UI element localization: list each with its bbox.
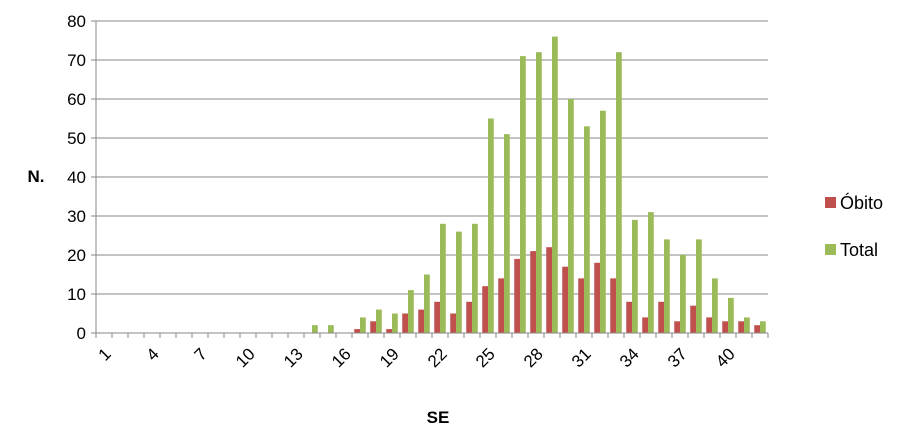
x-tick-label: 28 (520, 344, 547, 371)
bar-obito (514, 258, 520, 333)
x-tick-label: 1 (95, 344, 115, 364)
x-tick-label: 10 (232, 344, 259, 371)
y-tick-label: 40 (67, 168, 86, 187)
bar-total (680, 255, 686, 333)
bar-total (504, 134, 510, 333)
y-tick-label: 20 (67, 246, 86, 265)
bar-obito (626, 301, 632, 333)
bar-total (744, 317, 750, 333)
bar-total (376, 309, 382, 333)
y-tick-label: 70 (67, 51, 86, 70)
y-tick-label: 0 (77, 324, 86, 343)
bar-total (760, 321, 766, 333)
gridlines (91, 20, 768, 334)
y-axis-title: N. (28, 167, 45, 186)
bar-obito (738, 321, 744, 333)
bar-total (360, 317, 366, 333)
bar-total (632, 219, 638, 333)
bar-obito (642, 317, 648, 333)
x-tick-label: 22 (424, 344, 451, 371)
bar-obito (386, 329, 392, 333)
bar-total (616, 52, 622, 333)
x-tick-label: 16 (328, 344, 355, 371)
legend: Óbito Total (825, 192, 883, 260)
bar-total (456, 231, 462, 333)
bar-total (648, 212, 654, 333)
bar-obito (450, 313, 456, 333)
bar-total (328, 325, 334, 333)
x-tick-label: 13 (280, 344, 307, 371)
legend-label-obito: Óbito (840, 192, 883, 213)
bar-total (600, 110, 606, 333)
bar-obito (370, 321, 376, 333)
bar-obito (562, 266, 568, 333)
x-tick-label: 19 (376, 344, 403, 371)
bar-obito (706, 317, 712, 333)
bar-total (584, 126, 590, 333)
bar-obito (402, 313, 408, 333)
bar-obito (530, 251, 536, 333)
bar-obito (466, 301, 472, 333)
x-tick-label: 37 (664, 344, 691, 371)
y-tick-label: 30 (67, 207, 86, 226)
bar-total (728, 297, 734, 333)
bar-obito (578, 278, 584, 333)
y-tick-label: 50 (67, 129, 86, 148)
x-tick-label: 7 (191, 344, 211, 364)
bar-obito (658, 301, 664, 333)
bar-total (520, 56, 526, 333)
legend-label-total: Total (840, 240, 878, 260)
bar-total (568, 99, 574, 333)
x-tick-label: 40 (712, 344, 739, 371)
x-tick-label: 25 (472, 344, 499, 371)
bar-obito (594, 262, 600, 333)
x-tick-label: 31 (568, 344, 595, 371)
bar-obito (722, 321, 728, 333)
bar-total (424, 274, 430, 333)
bar-total (312, 325, 318, 333)
bar-obito (546, 247, 552, 333)
x-tick-label: 4 (143, 344, 163, 364)
bars (312, 36, 766, 333)
bar-obito (354, 329, 360, 333)
y-tick-label: 80 (67, 12, 86, 31)
bar-total (552, 36, 558, 333)
axes (95, 21, 769, 338)
legend-swatch-obito (825, 197, 836, 208)
bar-obito (434, 301, 440, 333)
bar-total (712, 278, 718, 333)
bar-obito (482, 286, 488, 333)
bar-obito (754, 325, 760, 333)
bar-total (664, 239, 670, 333)
legend-swatch-total (825, 244, 836, 255)
bar-total (408, 290, 414, 333)
bar-total (696, 239, 702, 333)
bar-obito (690, 305, 696, 333)
bar-obito (498, 278, 504, 333)
bar-total (392, 313, 398, 333)
bar-total (488, 118, 494, 333)
y-tick-label: 10 (67, 285, 86, 304)
y-tick-labels: 0 10 20 30 40 50 60 70 80 (67, 12, 86, 343)
bar-obito (674, 321, 680, 333)
bar-total (536, 52, 542, 333)
bar-obito (610, 278, 616, 333)
bar-total (440, 223, 446, 333)
x-axis-title: SE (427, 408, 450, 427)
x-tick-label: 34 (616, 344, 643, 371)
y-tick-label: 60 (67, 90, 86, 109)
x-tick-labels: 1 4 7 10 13 16 19 22 25 28 31 34 37 40 (95, 344, 739, 371)
bar-obito (418, 309, 424, 333)
bar-total (472, 223, 478, 333)
